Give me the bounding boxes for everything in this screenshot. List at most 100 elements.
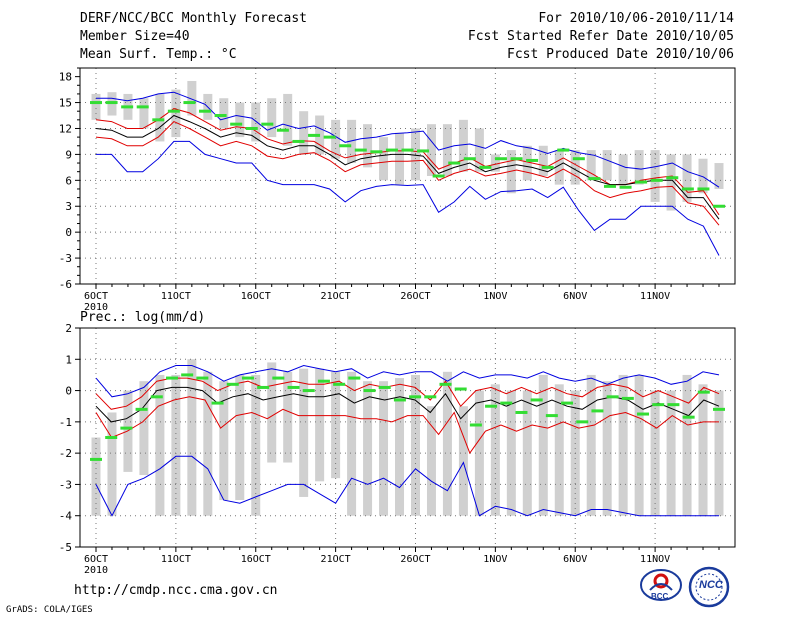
prec-ref-point-9	[211, 401, 224, 405]
temp-ref-point-23	[432, 174, 445, 178]
prec-box-day-26	[490, 384, 500, 516]
prec-line-inner-low	[95, 396, 719, 455]
bcc-logo-icon	[640, 569, 682, 601]
prec-box-day-33	[602, 381, 612, 516]
prec-ref-point-3	[120, 426, 133, 430]
temp-box-day-14	[299, 111, 309, 155]
temp-ref-point-26	[479, 165, 492, 169]
temp-ytick-label--6: -6	[59, 278, 72, 291]
prec-box-day-12	[267, 362, 277, 463]
temp-box-day-25	[474, 128, 484, 172]
prec-ref-point-13	[272, 376, 285, 380]
prec-xtick-label-6OCT: 6OCT	[84, 554, 108, 565]
prec-ref-point-38	[652, 403, 665, 407]
temp-ref-point-19	[370, 150, 383, 154]
temp-box-day-29	[538, 145, 548, 176]
temp-xtick-label-21OCT: 21OCT	[321, 291, 351, 302]
prec-line-inner-high	[95, 377, 720, 410]
temp-ref-point-31	[557, 148, 570, 152]
prec-ytick-label--4: -4	[59, 510, 73, 523]
temp-ref-point-18	[354, 148, 367, 152]
temp-box-day-11	[251, 102, 261, 142]
prec-ref-point-8	[196, 376, 209, 380]
prec-box-day-19	[379, 381, 389, 516]
prec-line-outer-high	[95, 364, 720, 398]
temp-box-day-13	[283, 93, 293, 146]
temp-ref-point-39	[681, 187, 694, 191]
prec-ref-point-39	[667, 403, 680, 407]
temp-ref-point-7	[183, 101, 196, 105]
prec-ref-point-40	[682, 415, 695, 419]
temp-box-day-34	[618, 154, 628, 185]
temp-xtick-label-11OCT: 11OCT	[161, 291, 191, 302]
temp-ref-point-24	[448, 161, 461, 165]
temp-ref-point-8	[199, 109, 212, 113]
prec-ref-point-22	[409, 395, 422, 399]
prec-xtick-label-26OCT: 26OCT	[400, 554, 430, 565]
prec-box-day-23	[442, 371, 452, 516]
temp-box-day-28	[522, 145, 532, 181]
prec-ref-point-34	[591, 409, 604, 413]
prec-ref-point-10	[226, 382, 239, 386]
prec-box-day-25	[474, 390, 484, 516]
temp-ref-point-21	[401, 148, 414, 152]
prec-box-day-38	[682, 374, 692, 516]
temp-ref-point-4	[136, 105, 149, 109]
prec-box-day-6	[171, 374, 181, 516]
prec-box-day-10	[235, 374, 245, 501]
temp-ref-point-10	[230, 122, 243, 126]
temp-ref-point-1	[90, 101, 102, 105]
temp-box-day-27	[506, 150, 516, 194]
prec-box-day-1	[91, 437, 101, 516]
temp-box-day-39	[698, 158, 708, 194]
prec-box-day-20	[395, 378, 405, 516]
prec-box-day-15	[315, 368, 325, 482]
prec-ref-point-1	[90, 457, 102, 461]
prec-ref-point-20	[378, 385, 391, 389]
prec-ref-point-26	[469, 423, 482, 427]
variable-label-precip: Prec.: log(mm/d)	[80, 310, 206, 325]
temp-ref-point-38	[666, 176, 679, 180]
temp-ref-point-15	[308, 133, 321, 137]
temp-box-day-33	[602, 150, 612, 181]
temp-xtick-label-6NOV: 6NOV	[563, 291, 587, 302]
prec-ref-point-32	[561, 401, 574, 405]
prec-box-day-13	[283, 371, 293, 463]
prec-box-day-30	[554, 384, 564, 516]
temp-ref-point-29	[526, 158, 539, 162]
prec-box-day-4	[139, 381, 149, 476]
forecast-produced-date: Fcst Produced Date 2010/10/06	[507, 47, 734, 62]
temp-box-day-17	[347, 119, 357, 164]
temp-ytick-label--3: -3	[59, 252, 72, 265]
temp-ytick-label-3: 3	[65, 200, 72, 213]
prec-box-day-8	[203, 371, 213, 516]
temp-ytick-label-0: 0	[65, 226, 72, 239]
temp-ref-point-35	[619, 185, 632, 189]
prec-box-day-7	[187, 359, 197, 516]
prec-ref-point-29	[515, 410, 528, 414]
prec-ytick-label--2: -2	[59, 447, 72, 460]
temp-ref-point-34	[603, 184, 616, 188]
prec-xtick-label-1NOV: 1NOV	[483, 554, 507, 565]
temp-box-day-22	[426, 124, 436, 176]
temp-ref-point-11	[245, 126, 258, 130]
source-url[interactable]: http://cmdp.ncc.cma.gov.cn	[74, 583, 278, 598]
temp-line-inner-low	[95, 121, 720, 226]
forecast-start-date: Fcst Started Refer Date 2010/10/05	[467, 29, 734, 44]
variable-label-temp: Mean Surf. Temp.: °C	[80, 47, 237, 62]
prec-box-day-29	[538, 374, 548, 516]
prec-box-day-40	[714, 390, 724, 516]
temp-ref-point-41	[713, 204, 725, 208]
temp-box-day-4	[139, 98, 149, 129]
prec-xtick-label-16OCT: 16OCT	[241, 554, 271, 565]
prec-ytick-label-1: 1	[65, 353, 72, 366]
prec-ref-point-37	[637, 412, 650, 416]
prec-ytick-label-0: 0	[65, 385, 72, 398]
temp-plot-frame	[79, 67, 736, 285]
temp-ref-point-22	[417, 149, 430, 153]
grads-credit: GrADS: COLA/IGES	[6, 605, 93, 615]
prec-ref-point-12	[257, 385, 270, 389]
prec-ref-point-33	[576, 420, 589, 424]
temp-box-day-16	[331, 119, 341, 159]
ncc-logo-text: NCC	[699, 579, 723, 591]
